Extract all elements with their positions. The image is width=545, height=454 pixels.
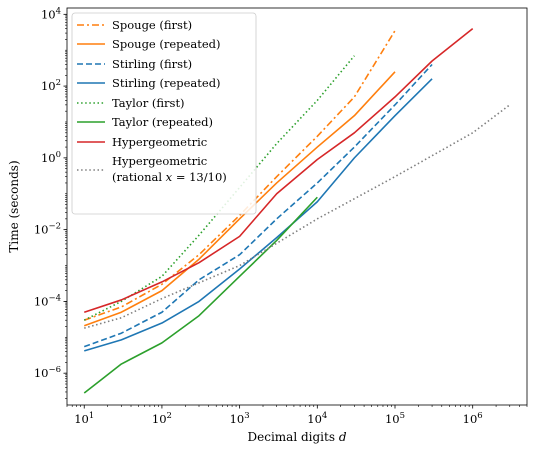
legend-label-0: Spouge (first): [112, 18, 192, 32]
x-tick-label: 103: [230, 411, 250, 426]
y-axis-label: Time (seconds): [7, 160, 21, 252]
legend-box: [71, 12, 257, 215]
series-line-7: [84, 104, 511, 329]
x-tick-label: 104: [307, 411, 327, 426]
x-tick-label: 102: [152, 411, 172, 426]
series-line-5: [83, 196, 318, 394]
y-tick-label: 102: [41, 78, 61, 93]
legend-label-5: Taylor (repeated): [112, 115, 213, 129]
x-axis-label: Decimal digits d: [248, 430, 347, 444]
series-line-3: [84, 78, 433, 352]
legend-label-1: Spouge (repeated): [112, 37, 220, 51]
y-tick-label: 10−2: [34, 222, 61, 237]
series-line-6: [83, 27, 474, 313]
x-tick-label: 105: [385, 411, 405, 426]
series-line-2: [83, 63, 433, 348]
y-tick-label: 10−6: [34, 365, 61, 380]
legend-label-7: Hypergeometric (rational x = 13/10): [112, 154, 227, 184]
y-tick-label: 10−4: [34, 293, 61, 308]
legend-label-3: Stirling (repeated): [112, 76, 221, 90]
legend-label-4: Taylor (first): [112, 96, 185, 110]
series-layer: [83, 27, 511, 394]
x-tick-label: 101: [74, 411, 94, 426]
legend-label-6: Hypergeometric: [112, 135, 207, 149]
legend-label-2: Stirling (first): [112, 57, 192, 71]
series-line-1: [83, 71, 396, 327]
x-tick-label: 106: [463, 411, 483, 426]
y-tick-label: 104: [41, 6, 61, 21]
y-tick-label: 100: [41, 150, 61, 165]
series-line-0: [83, 30, 396, 321]
plot-frame: [66, 7, 528, 406]
legend: Spouge (first) Spouge (repeated) Stirling …: [71, 12, 257, 215]
